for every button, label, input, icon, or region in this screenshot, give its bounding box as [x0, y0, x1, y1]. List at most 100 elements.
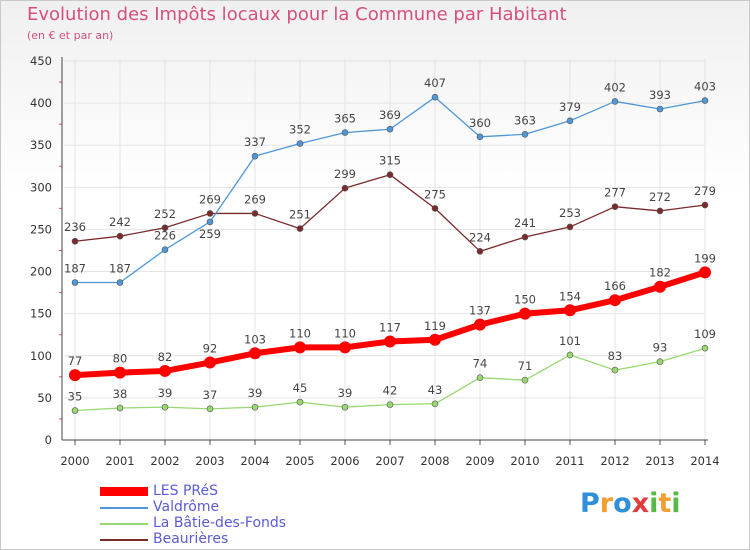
data-point [69, 369, 81, 382]
data-label: 117 [379, 320, 401, 334]
data-point [386, 171, 394, 178]
data-label: 252 [154, 207, 176, 221]
y-tick-label: 450 [30, 54, 52, 68]
data-point [384, 335, 396, 348]
data-point [161, 246, 169, 253]
y-tick-label: 150 [30, 307, 52, 321]
data-label: 403 [694, 80, 716, 94]
data-label: 39 [158, 386, 173, 400]
data-point [476, 374, 484, 381]
data-label: 236 [64, 220, 86, 234]
data-label: 42 [383, 384, 398, 398]
data-point [654, 280, 666, 293]
data-point [656, 105, 664, 113]
data-point [476, 248, 484, 255]
data-point [476, 133, 484, 141]
data-label: 379 [559, 100, 581, 114]
data-label: 393 [649, 88, 671, 102]
data-point [206, 405, 214, 413]
data-label: 269 [244, 192, 266, 206]
y-tick-label: 400 [30, 96, 52, 110]
data-label: 299 [334, 167, 356, 181]
data-point [611, 203, 619, 211]
data-label: 74 [473, 357, 488, 371]
data-point [339, 341, 351, 354]
data-point [566, 117, 574, 125]
data-label: 275 [424, 187, 446, 201]
data-label: 110 [334, 326, 356, 340]
data-point [519, 307, 531, 320]
legend-swatch [100, 539, 148, 541]
y-tick-label: 350 [30, 138, 52, 152]
data-point [701, 97, 709, 104]
data-point [386, 401, 394, 408]
data-label: 77 [68, 354, 83, 368]
legend-swatch [100, 487, 148, 496]
data-label: 137 [469, 304, 491, 318]
data-label: 242 [109, 215, 131, 229]
x-tick-label: 2004 [240, 454, 269, 468]
data-label: 43 [428, 383, 443, 397]
data-point [341, 129, 349, 136]
logo-letter: P [580, 488, 600, 519]
data-point [386, 125, 394, 133]
data-label: 187 [64, 262, 86, 276]
x-tick-label: 2008 [420, 454, 449, 468]
data-label: 83 [608, 349, 623, 363]
x-tick-label: 2009 [465, 454, 494, 468]
y-tick-label: 50 [37, 391, 52, 405]
data-label: 103 [244, 332, 266, 346]
data-point [251, 403, 259, 411]
logo-letter: i [671, 488, 681, 519]
data-point [431, 93, 439, 101]
data-point [296, 140, 304, 147]
data-point [206, 210, 214, 217]
data-label: 272 [649, 190, 671, 204]
data-label: 407 [424, 76, 446, 90]
data-label: 369 [379, 108, 401, 122]
data-label: 82 [158, 350, 173, 364]
data-label: 226 [154, 229, 176, 243]
data-point [521, 376, 529, 384]
data-label: 363 [514, 113, 536, 127]
chart-title: Evolution des Impôts locaux pour la Comm… [27, 4, 567, 25]
data-point [71, 407, 79, 414]
axes: 0 50 100 150 200 250 300 350 400 450 2000 2001 2002 2… [30, 54, 720, 468]
data-point [521, 130, 529, 138]
data-label: 251 [289, 208, 311, 222]
data-point [161, 403, 169, 411]
data-label: 277 [604, 186, 626, 200]
proxiti-logo: Proxiti [580, 488, 681, 519]
data-point [521, 233, 529, 241]
data-label: 35 [68, 390, 83, 404]
data-point [71, 237, 79, 245]
data-label: 279 [694, 184, 716, 198]
data-label: 199 [694, 251, 716, 265]
data-point [116, 232, 124, 240]
data-label: 337 [244, 135, 266, 149]
x-tick-label: 2006 [330, 454, 359, 468]
data-label: 92 [203, 342, 218, 356]
data-point [611, 366, 619, 374]
data-point [296, 225, 304, 232]
x-tick-label: 2001 [105, 454, 134, 468]
data-point [611, 98, 619, 105]
legend-swatch [100, 523, 148, 525]
legend-label: Beaurières [153, 531, 229, 547]
data-point [71, 279, 79, 286]
data-point [431, 400, 439, 408]
data-point [701, 344, 709, 352]
data-point [251, 152, 259, 160]
logo-letter: x [631, 488, 650, 519]
data-label: 253 [559, 206, 581, 220]
legend-label: Valdrôme [153, 499, 220, 515]
data-label: 150 [514, 293, 536, 307]
legend-swatch [100, 507, 148, 509]
data-point [116, 279, 124, 286]
data-point [566, 223, 574, 231]
data-label: 315 [379, 154, 401, 168]
data-label: 241 [514, 216, 536, 230]
data-label: 93 [653, 341, 668, 355]
